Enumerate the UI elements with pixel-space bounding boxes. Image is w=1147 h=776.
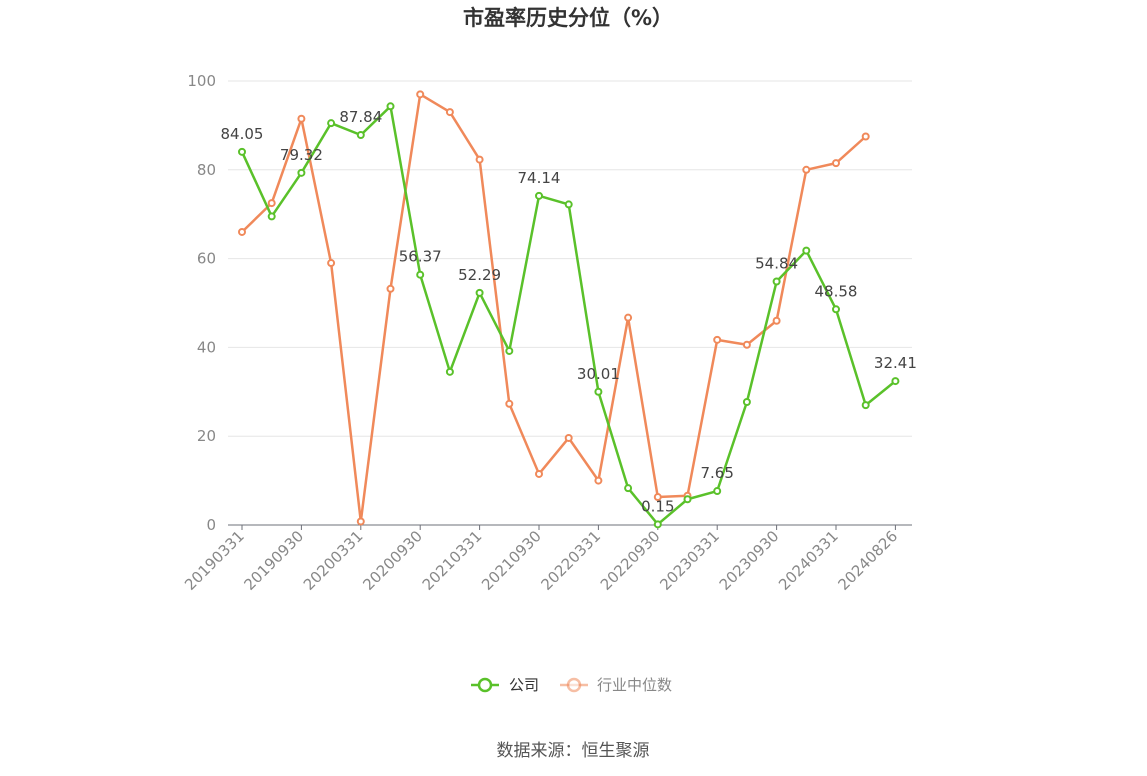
data-point[interactable] bbox=[742, 340, 751, 349]
data-point[interactable] bbox=[802, 246, 811, 255]
data-point[interactable] bbox=[356, 517, 365, 526]
y-axis: 0 20 40 60 80 100 bbox=[187, 72, 216, 534]
x-tick-label: 20200331 bbox=[300, 527, 367, 594]
legend-item-industry-median[interactable]: 行业中位数 bbox=[560, 676, 672, 694]
data-point[interactable] bbox=[594, 387, 603, 396]
data-point[interactable] bbox=[713, 335, 722, 344]
data-point[interactable] bbox=[564, 200, 573, 209]
x-tick-label: 20220331 bbox=[538, 527, 605, 594]
y-tick-label: 60 bbox=[197, 250, 216, 268]
x-tick-label: 20210331 bbox=[419, 527, 486, 594]
data-point[interactable] bbox=[445, 108, 454, 117]
legend-label-company: 公司 bbox=[509, 676, 539, 694]
x-tick-label: 20210930 bbox=[478, 527, 545, 594]
data-point[interactable] bbox=[713, 487, 722, 496]
data-point[interactable] bbox=[505, 399, 514, 408]
data-label: 48.58 bbox=[815, 282, 858, 300]
series-line-1 bbox=[241, 93, 867, 523]
data-point[interactable] bbox=[594, 476, 603, 485]
data-point[interactable] bbox=[416, 90, 425, 99]
y-tick-label: 80 bbox=[197, 161, 216, 179]
data-label: 54.84 bbox=[755, 255, 798, 273]
data-point[interactable] bbox=[653, 493, 662, 502]
data-point[interactable] bbox=[386, 284, 395, 293]
x-axis: 2019033120190930202003312020093020210331… bbox=[181, 524, 912, 594]
data-point[interactable] bbox=[742, 398, 751, 407]
data-point[interactable] bbox=[772, 316, 781, 325]
data-point[interactable] bbox=[624, 484, 633, 493]
x-tick-label: 20190930 bbox=[241, 527, 308, 594]
data-label: 0.15 bbox=[641, 497, 674, 515]
x-tick-label: 20230331 bbox=[656, 527, 723, 594]
data-point[interactable] bbox=[564, 433, 573, 442]
data-source: 数据来源：恒生聚源 bbox=[497, 741, 650, 761]
data-point[interactable] bbox=[238, 227, 246, 236]
legend[interactable]: 公司 行业中位数 bbox=[471, 676, 672, 694]
y-tick-label: 100 bbox=[187, 72, 216, 90]
data-point[interactable] bbox=[416, 270, 425, 279]
chart-title: 市盈率历史分位（%） bbox=[463, 6, 673, 30]
data-point[interactable] bbox=[802, 165, 811, 174]
data-point[interactable] bbox=[356, 130, 365, 139]
data-point[interactable] bbox=[683, 495, 692, 504]
y-tick-label: 0 bbox=[206, 516, 216, 534]
data-point[interactable] bbox=[861, 401, 870, 410]
data-label: 7.65 bbox=[700, 464, 733, 482]
data-point[interactable] bbox=[297, 168, 306, 177]
data-point[interactable] bbox=[327, 119, 336, 128]
x-tick-label: 20240331 bbox=[775, 527, 842, 594]
x-tick-label: 20240826 bbox=[835, 527, 902, 594]
y-tick-label: 40 bbox=[197, 338, 216, 356]
data-point[interactable] bbox=[505, 346, 514, 355]
data-point[interactable] bbox=[238, 147, 246, 156]
data-label: 52.29 bbox=[458, 266, 501, 284]
data-point[interactable] bbox=[475, 155, 484, 164]
data-point[interactable] bbox=[535, 191, 543, 200]
y-tick-label: 20 bbox=[197, 427, 216, 445]
data-point[interactable] bbox=[861, 132, 870, 141]
data-point[interactable] bbox=[891, 377, 900, 386]
data-label: 30.01 bbox=[577, 365, 620, 383]
data-point[interactable] bbox=[832, 159, 840, 168]
series-lines bbox=[238, 90, 900, 529]
data-point[interactable] bbox=[297, 114, 306, 123]
x-tick-label: 20200930 bbox=[359, 527, 426, 594]
x-tick-label: 20190331 bbox=[181, 527, 248, 594]
data-point[interactable] bbox=[624, 313, 633, 322]
data-label: 56.37 bbox=[399, 248, 442, 266]
data-point[interactable] bbox=[832, 305, 840, 314]
legend-label-industry-median: 行业中位数 bbox=[597, 676, 672, 694]
data-label: 84.05 bbox=[221, 125, 264, 143]
data-point[interactable] bbox=[267, 212, 276, 221]
data-point[interactable] bbox=[772, 277, 781, 286]
data-point[interactable] bbox=[653, 520, 662, 529]
series-line-0 bbox=[240, 105, 897, 526]
data-point[interactable] bbox=[475, 288, 484, 297]
x-tick-label: 20220930 bbox=[597, 527, 664, 594]
data-labels: 84.05 79.32 87.84 56.37 52.29 74.14 30.01 0.15 7… bbox=[221, 108, 917, 515]
data-label: 74.14 bbox=[518, 169, 561, 187]
data-point[interactable] bbox=[386, 102, 395, 111]
legend-item-company[interactable]: 公司 bbox=[471, 676, 539, 694]
data-point[interactable] bbox=[327, 259, 336, 268]
data-label: 87.84 bbox=[339, 108, 382, 126]
x-tick-label: 20230930 bbox=[716, 527, 783, 594]
data-point[interactable] bbox=[445, 367, 454, 376]
data-point[interactable] bbox=[267, 199, 276, 208]
data-label: 32.41 bbox=[874, 354, 917, 372]
data-label: 79.32 bbox=[280, 146, 323, 164]
data-point[interactable] bbox=[535, 469, 543, 478]
